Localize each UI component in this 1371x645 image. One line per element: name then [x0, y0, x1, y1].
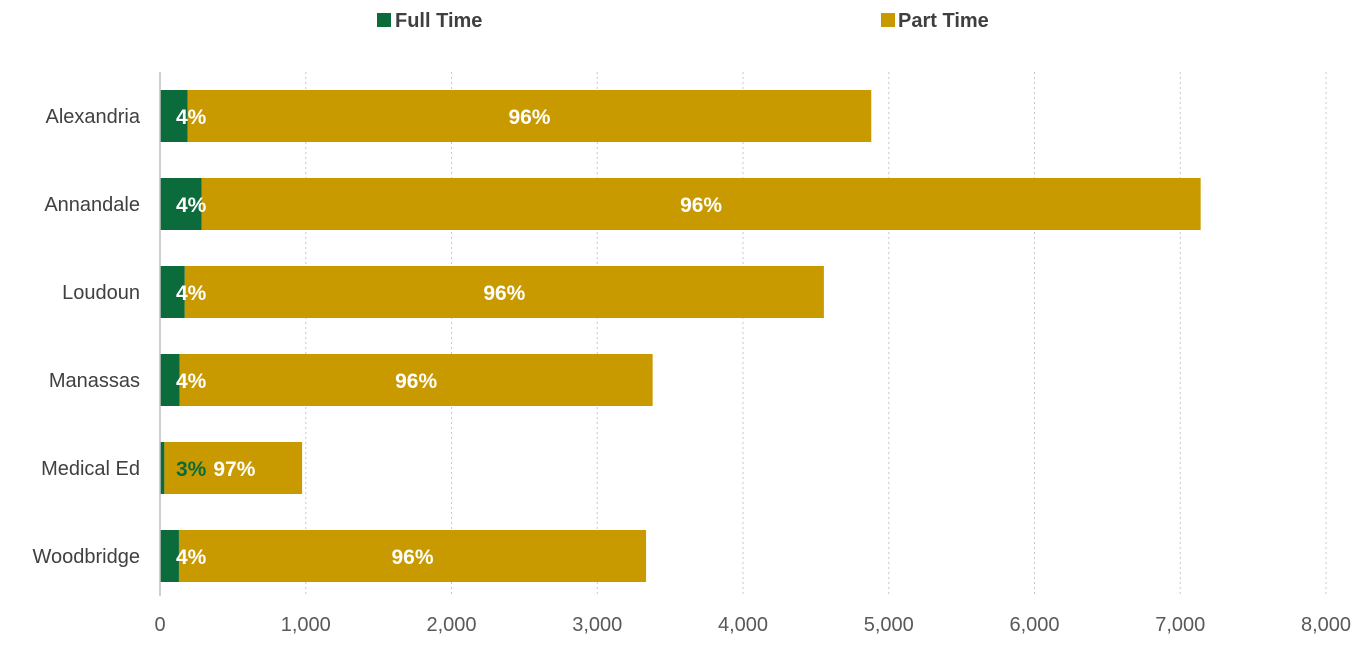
data-label-alexandria-full-time: 4% — [176, 106, 207, 129]
bar-loudoun-part-time — [184, 266, 824, 318]
x-tick-label: 0 — [154, 614, 165, 636]
data-label-annandale-part-time: 96% — [680, 194, 722, 217]
data-label-annandale-full-time: 4% — [176, 194, 207, 217]
category-label: Annandale — [44, 194, 140, 216]
data-label-alexandria-part-time: 96% — [508, 106, 550, 129]
gridlines — [305, 72, 1327, 596]
data-label-woodbridge-part-time: 96% — [391, 546, 433, 569]
data-label-manassas-part-time: 96% — [395, 370, 437, 393]
legend-label-part-time: Part Time — [898, 10, 989, 32]
data-label-woodbridge-full-time: 4% — [176, 546, 207, 569]
bar-medical-ed-part-time — [164, 442, 303, 494]
data-label-manassas-full-time: 4% — [176, 370, 207, 393]
category-label: Medical Ed — [41, 458, 140, 480]
bar-medical-ed-full-time — [160, 442, 165, 494]
category-label: Manassas — [49, 370, 140, 392]
legend-swatch-part-time — [881, 13, 895, 27]
x-tick-label: 1,000 — [281, 614, 331, 636]
data-labels: 4% 96% 4% 96% 4% 96% 4% 96% 3% 97% 4% 96% — [176, 106, 722, 569]
x-tick-label: 5,000 — [864, 614, 914, 636]
bar-alexandria-full-time — [160, 90, 188, 142]
data-label-medical-ed-full-time: 3% — [176, 458, 207, 481]
bar-annandale-part-time — [201, 178, 1201, 230]
x-tick-label: 6,000 — [1009, 614, 1059, 636]
category-label: Loudoun — [62, 282, 140, 304]
data-label-loudoun-full-time: 4% — [176, 282, 207, 305]
bar-manassas-full-time — [160, 354, 180, 406]
legend-label-full-time: Full Time — [395, 10, 482, 32]
bar-woodbridge-part-time — [178, 530, 647, 582]
axes: Alexandria Annandale Loudoun Manassas Medica… — [33, 72, 1351, 636]
bar-manassas-part-time — [179, 354, 653, 406]
category-label: Alexandria — [45, 106, 140, 128]
x-tick-label: 4,000 — [718, 614, 768, 636]
data-label-loudoun-part-time: 96% — [483, 282, 525, 305]
category-label: Woodbridge — [33, 546, 140, 568]
bar-alexandria-part-time — [187, 90, 872, 142]
x-tick-label: 7,000 — [1155, 614, 1205, 636]
legend: Full Time Part Time — [377, 10, 989, 32]
bar-loudoun-full-time — [160, 266, 185, 318]
x-tick-label: 2,000 — [426, 614, 476, 636]
bar-annandale-full-time — [160, 178, 202, 230]
data-label-medical-ed-part-time: 97% — [213, 458, 255, 481]
bar-woodbridge-full-time — [160, 530, 179, 582]
x-tick-label: 3,000 — [572, 614, 622, 636]
bars — [160, 90, 1201, 582]
legend-swatch-full-time — [377, 13, 391, 27]
x-tick-label: 8,000 — [1301, 614, 1351, 636]
